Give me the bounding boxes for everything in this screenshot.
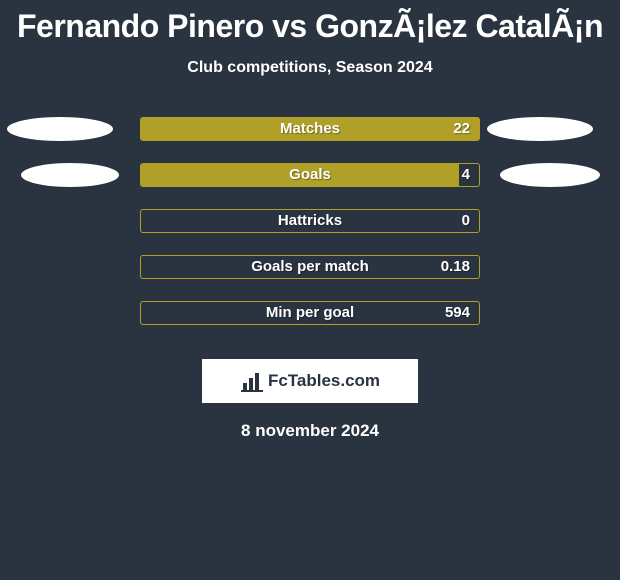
brand-text: FcTables.com	[268, 371, 380, 391]
player-chip-left	[7, 117, 113, 141]
player-chip-right	[487, 117, 593, 141]
bar-label: Goals	[140, 163, 480, 187]
stat-rows: Matches22Goals4Hattricks0Goals per match…	[0, 117, 620, 347]
brand-badge[interactable]: FcTables.com	[202, 359, 418, 403]
bar-label: Hattricks	[140, 209, 480, 233]
bar-label: Min per goal	[140, 301, 480, 325]
player-chip-right	[500, 163, 600, 187]
stat-row: Goals4	[0, 163, 620, 209]
comparison-card: Fernando Pinero vs GonzÃ¡lez CatalÃ¡n Cl…	[0, 0, 620, 441]
bar-label: Matches	[140, 117, 480, 141]
date-text: 8 november 2024	[0, 421, 620, 441]
bar-value: 4	[462, 163, 470, 187]
stat-row: Hattricks0	[0, 209, 620, 255]
bar-value: 0	[462, 209, 470, 233]
bar-chart-icon	[240, 370, 264, 392]
stat-row: Min per goal594	[0, 301, 620, 347]
stat-row: Goals per match0.18	[0, 255, 620, 301]
bar-value: 594	[445, 301, 470, 325]
player-chip-left	[21, 163, 119, 187]
page-title: Fernando Pinero vs GonzÃ¡lez CatalÃ¡n	[0, 8, 620, 45]
bar-label: Goals per match	[140, 255, 480, 279]
bar-value: 0.18	[441, 255, 470, 279]
stat-row: Matches22	[0, 117, 620, 163]
bar-value: 22	[453, 117, 470, 141]
subtitle: Club competitions, Season 2024	[0, 59, 620, 77]
